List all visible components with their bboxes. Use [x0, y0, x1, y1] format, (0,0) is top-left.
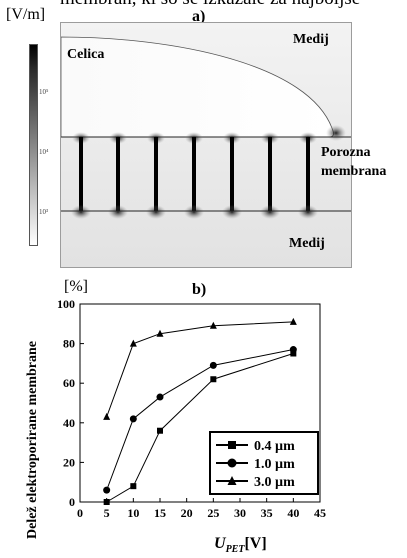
cut-off-caption-text: membran, ki so se izkazale za najboljše — [60, 0, 360, 10]
colorbar-tick: 10⁴ — [39, 148, 49, 156]
x-tick-label: 45 — [314, 506, 326, 520]
marker-triangle — [209, 321, 217, 329]
x-axis-unit: [V] — [244, 535, 267, 552]
x-tick-label: 25 — [207, 506, 219, 520]
pores — [71, 132, 318, 219]
medium-bottom-label: Medij — [289, 236, 325, 251]
plot-frame — [79, 303, 321, 503]
x-tick-label: 10 — [127, 506, 139, 520]
field-simulation-image: Celica Medij Medij — [60, 22, 352, 268]
marker-circle — [156, 393, 164, 401]
chart-axes: 0 5 10 15 20 25 30 35 40 45 0 20 40 60 80 100 — [57, 297, 326, 520]
marker-circle — [209, 361, 217, 369]
membrane-label-line1: Porozna — [321, 145, 371, 160]
x-tick-label: 15 — [154, 506, 166, 520]
marker-square — [210, 376, 217, 383]
x-axis-label: UPET[V] — [214, 535, 267, 555]
x-axis-subscript: PET — [225, 544, 245, 556]
y-tick-label: 40 — [63, 416, 75, 430]
marker-circle — [129, 415, 137, 423]
y-tick-label: 80 — [63, 337, 75, 351]
x-tick-label: 20 — [181, 506, 193, 520]
chart-markers — [103, 317, 297, 505]
marker-square — [290, 350, 297, 357]
medium-top-label: Medij — [293, 32, 329, 47]
x-tick-label: 35 — [261, 506, 273, 520]
marker-square — [157, 427, 163, 434]
y-tick-label: 60 — [63, 376, 75, 390]
y-tick-label: 0 — [69, 495, 75, 509]
y-unit-label: [%] — [64, 278, 88, 295]
marker-square — [103, 499, 110, 505]
field-unit-label: [V/m] — [6, 6, 46, 23]
marker-triangle — [289, 317, 297, 325]
x-tick-label: 30 — [234, 506, 246, 520]
panel-b-label: b) — [192, 281, 207, 298]
marker-circle — [289, 346, 297, 354]
x-tick-label: 5 — [104, 506, 110, 520]
simulation-graphic — [61, 36, 351, 219]
y-tick-label: 20 — [63, 455, 75, 469]
chart-legend: 0.4 µm 1.0 µm 3.0 µm — [209, 431, 319, 495]
colorbar — [29, 44, 38, 246]
x-tick-label: 40 — [287, 506, 299, 520]
colorbar-tick: 10³ — [39, 208, 49, 216]
marker-triangle — [156, 329, 164, 337]
legend-label: 0.4 µm — [254, 439, 295, 454]
marker-triangle — [227, 476, 237, 485]
cell-label: Celica — [67, 47, 105, 62]
series-line — [106, 321, 294, 418]
membrane-label-line2: membrana — [321, 164, 387, 179]
x-axis-symbol: U — [214, 535, 226, 552]
legend-label: 3.0 µm — [254, 475, 295, 490]
legend-label: 1.0 µm — [254, 457, 295, 472]
panel-a-label: a) — [192, 8, 206, 25]
marker-triangle — [103, 412, 111, 420]
y-tick-label: 100 — [57, 297, 75, 311]
colorbar-tick: 10⁵ — [39, 88, 49, 96]
marker-square — [130, 483, 137, 490]
marker-circle — [227, 458, 237, 468]
x-tick-label: 0 — [77, 506, 83, 520]
electroporation-chart: 0 5 10 15 20 25 30 35 40 45 0 20 40 60 80 100 0.4 µm 1.0… — [57, 297, 326, 520]
marker-square — [228, 441, 236, 449]
marker-triangle — [129, 339, 137, 347]
marker-circle — [103, 486, 111, 494]
